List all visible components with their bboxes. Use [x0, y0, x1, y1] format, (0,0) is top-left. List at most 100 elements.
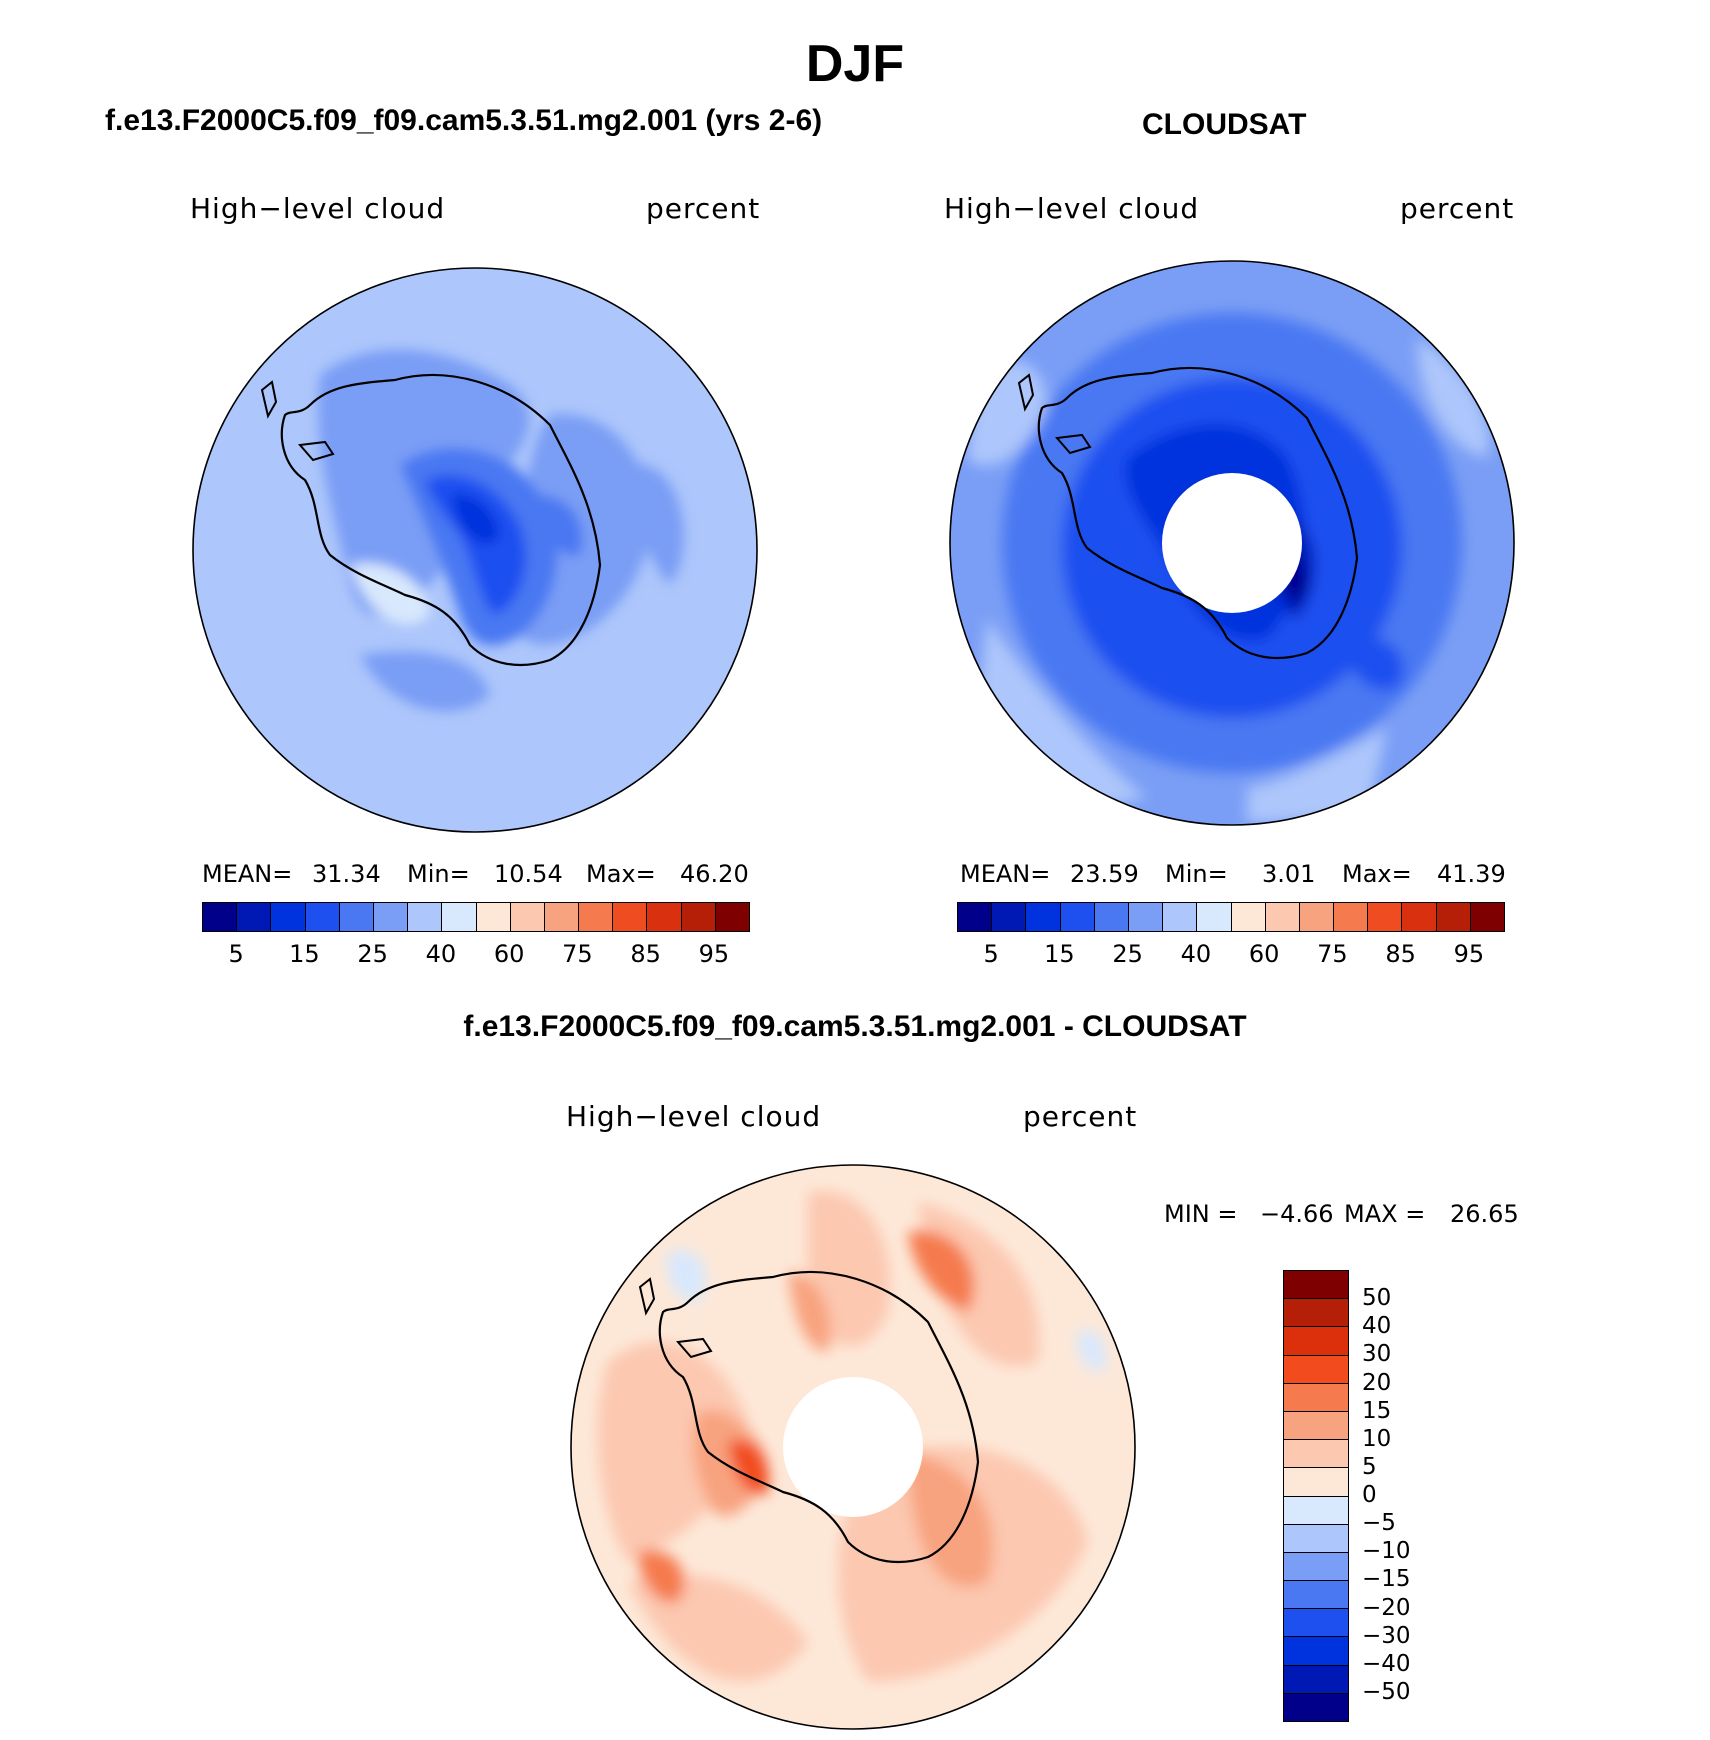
colorbar-swatch	[1334, 903, 1369, 931]
model-mean-label: MEAN=	[202, 860, 293, 888]
colorbar-tick-label: 5	[1362, 1453, 1377, 1480]
colorbar-swatch	[1284, 1440, 1348, 1469]
colorbar-swatch	[1436, 903, 1471, 931]
colorbar-swatch	[237, 903, 272, 931]
colorbar-swatch	[958, 903, 993, 931]
diff-min-label: MIN =	[1164, 1200, 1238, 1228]
colorbar-tick-label: −5	[1362, 1510, 1396, 1537]
model-max-label: Max=	[586, 860, 656, 888]
colorbar-swatch	[992, 903, 1027, 931]
colorbar-swatch	[613, 903, 648, 931]
colorbar-tick-label: 75	[1317, 940, 1348, 968]
colorbar-swatch	[1284, 1693, 1348, 1721]
colorbar-tick-label: 30	[1362, 1341, 1392, 1368]
colorbar-tick-label: −40	[1362, 1650, 1411, 1677]
model-max-value: 46.20	[680, 860, 749, 888]
colorbar-swatch	[1284, 1665, 1348, 1694]
colorbar-tick-label: 15	[1044, 940, 1075, 968]
colorbar-tick-label: 60	[1248, 940, 1280, 968]
colorbar-tick-label: 85	[630, 940, 661, 968]
colorbar-tick-label: −50	[1362, 1678, 1411, 1705]
colorbar-swatch	[1284, 1609, 1348, 1638]
colorbar-swatch	[715, 903, 749, 931]
colorbar-swatch	[271, 903, 306, 931]
diff-variable-label: High−level cloud	[566, 1100, 822, 1133]
colorbar-swatch	[1284, 1383, 1348, 1412]
colorbar-tick-label: 50	[1362, 1285, 1392, 1312]
colorbar-swatch	[1284, 1327, 1348, 1356]
obs-colorbar-ticks: 5 15 25 40 60 75 85 95	[957, 940, 1503, 970]
colorbar-tick-label: 40	[1180, 940, 1212, 968]
colorbar-tick-label: 60	[493, 940, 525, 968]
model-units-label: percent	[646, 192, 761, 225]
colorbar-tick-label: 5	[983, 940, 999, 968]
obs-mean-value: 23.59	[1070, 860, 1139, 888]
model-variable-label: High−level cloud	[190, 192, 446, 225]
obs-mean-label: MEAN=	[960, 860, 1051, 888]
colorbar-swatch	[510, 903, 545, 931]
colorbar-swatch	[408, 903, 443, 931]
colorbar-tick-label: 25	[1112, 940, 1143, 968]
colorbar-tick-label: 0	[1362, 1482, 1377, 1508]
colorbar-swatch	[1163, 903, 1198, 931]
colorbar-swatch	[339, 903, 374, 931]
colorbar-swatch	[579, 903, 614, 931]
colorbar-swatch	[1284, 1271, 1348, 1300]
colorbar-tick-label: −20	[1362, 1594, 1411, 1621]
colorbar-tick-label: −15	[1362, 1566, 1411, 1593]
colorbar-swatch	[1284, 1299, 1348, 1328]
colorbar-tick-label: 25	[357, 940, 388, 968]
colorbar-swatch	[1284, 1468, 1348, 1497]
colorbar-tick-label: −10	[1362, 1538, 1411, 1565]
colorbar-swatch	[373, 903, 409, 931]
model-colorbar	[202, 902, 750, 932]
colorbar-swatch	[1284, 1496, 1348, 1525]
colorbar-tick-label: 95	[1453, 940, 1485, 968]
diff-panel-title: f.e13.F2000C5.f09_f09.cam5.3.51.mg2.001 …	[463, 1010, 1247, 1043]
colorbar-swatch	[1284, 1552, 1348, 1582]
model-map	[192, 267, 758, 833]
colorbar-tick-label: 40	[425, 940, 457, 968]
colorbar-tick-label: 20	[1362, 1369, 1392, 1396]
diff-max-label: MAX =	[1344, 1200, 1426, 1228]
colorbar-swatch	[1094, 903, 1129, 931]
colorbar-swatch	[647, 903, 682, 931]
colorbar-swatch	[1284, 1637, 1348, 1666]
obs-min-label: Min=	[1165, 860, 1228, 888]
colorbar-swatch	[1284, 1411, 1348, 1441]
obs-colorbar	[957, 902, 1505, 932]
colorbar-tick-label: 85	[1385, 940, 1416, 968]
model-mean-value: 31.34	[312, 860, 381, 888]
model-colorbar-ticks: 5 15 25 40 60 75 85 95	[202, 940, 748, 970]
colorbar-swatch	[1197, 903, 1232, 931]
obs-min-value: 3.01	[1262, 860, 1316, 888]
colorbar-swatch	[1284, 1524, 1348, 1553]
obs-map	[949, 260, 1515, 826]
colorbar-tick-label: 75	[562, 940, 593, 968]
obs-variable-label: High−level cloud	[944, 192, 1200, 225]
model-panel-title: f.e13.F2000C5.f09_f09.cam5.3.51.mg2.001 …	[105, 104, 823, 137]
colorbar-swatch	[1265, 903, 1300, 931]
diff-map	[570, 1164, 1136, 1730]
diff-units-label: percent	[1023, 1100, 1138, 1133]
colorbar-swatch	[1231, 903, 1266, 931]
colorbar-swatch	[1060, 903, 1095, 931]
colorbar-tick-label: 5	[228, 940, 244, 968]
season-title: DJF	[805, 35, 905, 93]
colorbar-tick-label: 15	[289, 940, 320, 968]
obs-panel-title: CLOUDSAT	[1142, 108, 1307, 141]
colorbar-tick-label: 95	[698, 940, 730, 968]
colorbar-swatch	[1128, 903, 1164, 931]
colorbar-swatch	[544, 903, 580, 931]
colorbar-swatch	[1284, 1581, 1348, 1610]
diff-max-value: 26.65	[1450, 1200, 1519, 1228]
colorbar-swatch	[1470, 903, 1504, 931]
diff-min-value: −4.66	[1260, 1200, 1334, 1228]
model-min-value: 10.54	[494, 860, 563, 888]
colorbar-swatch	[681, 903, 716, 931]
colorbar-swatch	[1026, 903, 1061, 931]
colorbar-tick-label: 15	[1362, 1397, 1392, 1424]
colorbar-tick-label: −30	[1362, 1622, 1411, 1649]
colorbar-tick-label: 40	[1362, 1313, 1392, 1340]
colorbar-swatch	[305, 903, 340, 931]
